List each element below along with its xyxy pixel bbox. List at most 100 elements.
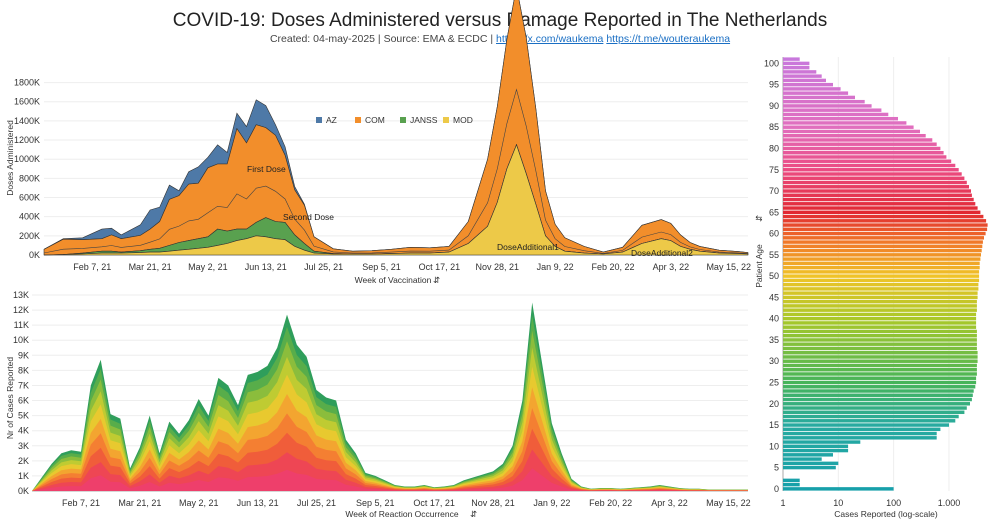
- annotation-dose-additional-1: DoseAdditional1: [497, 242, 559, 252]
- cases-x-tick-label: Jan 9, 22: [533, 498, 570, 508]
- cases-area-band: [32, 468, 748, 491]
- age-bar: [783, 95, 855, 100]
- doses-x-tick-label: Feb 7, 21: [73, 262, 111, 272]
- age-bar: [783, 299, 977, 304]
- age-x-tick-label: 100: [886, 498, 901, 508]
- cases-x-tick-label: Oct 17, 21: [413, 498, 455, 508]
- doses-x-tick-label: Mar 21, 21: [129, 262, 172, 272]
- age-bar: [783, 163, 956, 168]
- age-y-axis-label: Patient Age: [754, 244, 764, 288]
- age-bar: [783, 419, 956, 423]
- annotation-second-dose: Second Dose: [283, 212, 334, 222]
- age-bar: [783, 376, 977, 380]
- age-y-tick-label: 70: [769, 186, 779, 196]
- cases-y-tick-label: 12K: [13, 305, 29, 315]
- age-y-tick-label: 50: [769, 271, 779, 281]
- cases-area-band: [32, 449, 748, 491]
- age-y-tick-label: 25: [769, 378, 779, 388]
- age-bar: [783, 227, 988, 232]
- cases-x-tick-label: Nov 28, 21: [471, 498, 515, 508]
- age-bar: [783, 274, 980, 278]
- legend-swatch-mod: [443, 117, 449, 123]
- age-bar: [783, 206, 978, 210]
- doses-filter-icon[interactable]: ⇵: [433, 275, 440, 285]
- cases-y-tick-label: 9K: [18, 350, 29, 360]
- cases-y-tick-label: 0K: [18, 486, 29, 496]
- doses-x-tick-label: Sep 5, 21: [362, 262, 401, 272]
- cases-x-tick-label: Sep 5, 21: [356, 498, 395, 508]
- age-bar: [783, 436, 937, 440]
- age-bar: [783, 406, 967, 410]
- age-bar: [783, 91, 849, 95]
- doses-y-tick-label: 1400K: [14, 116, 40, 126]
- age-bar: [783, 282, 979, 287]
- age-filter-icon[interactable]: ⇵: [754, 215, 764, 222]
- age-x-tick-label: 1: [780, 498, 785, 508]
- age-y-tick-label: 95: [769, 80, 779, 90]
- age-bar: [783, 202, 976, 206]
- age-bar: [783, 363, 977, 368]
- age-bar: [783, 133, 926, 138]
- cases-x-tick-label: May 15, 22: [706, 498, 751, 508]
- doses-x-ticks: Feb 7, 21 Mar 21, 21 May 2, 21 Jun 13, 21 Ju…: [73, 262, 751, 272]
- page-title: COVID-19: Doses Administered versus Dama…: [172, 10, 828, 31]
- age-bar: [783, 325, 977, 329]
- age-bar: [783, 155, 947, 159]
- age-bar: [783, 61, 810, 66]
- age-bar: [783, 402, 970, 406]
- age-bar: [783, 125, 914, 129]
- cases-x-tick-label: Mar 21, 21: [118, 498, 161, 508]
- legend-swatch-janss: [400, 117, 406, 123]
- age-bar: [783, 129, 920, 134]
- age-y-tick-label: 65: [769, 207, 779, 217]
- age-bar: [783, 99, 865, 104]
- age-y-tick-label: 85: [769, 122, 779, 132]
- cases-filter-icon[interactable]: ⇵: [470, 509, 477, 519]
- age-bar: [783, 482, 800, 487]
- age-y-tick-label: 75: [769, 165, 779, 175]
- age-y-tick-label: 0: [774, 484, 779, 494]
- doses-y-tick-label: 1000K: [14, 154, 40, 164]
- age-bar: [783, 104, 872, 108]
- age-bar: [783, 329, 977, 334]
- age-bar: [783, 121, 907, 125]
- age-bar: [783, 448, 849, 453]
- age-y-tick-label: 40: [769, 314, 779, 324]
- age-bar: [783, 270, 980, 274]
- age-y-tick-label: 45: [769, 292, 779, 302]
- doses-areas: [43, 0, 749, 256]
- cases-y-tick-label: 1K: [18, 471, 29, 481]
- age-bar: [783, 189, 971, 193]
- doses-y-axis-label: Doses Administered: [5, 120, 15, 196]
- age-bar: [783, 116, 898, 121]
- cases-y-ticks: 0K 1K 2K 3K 4K 5K 6K 7K 8K 9K 10K 11K 12K 13K: [13, 290, 29, 496]
- age-bar: [783, 414, 959, 419]
- age-bar: [783, 321, 977, 325]
- age-y-tick-label: 55: [769, 250, 779, 260]
- age-bar: [783, 214, 984, 219]
- doses-y-tick-label: 1200K: [14, 135, 40, 145]
- age-bar: [783, 355, 978, 359]
- doses-y-tick-label: 200K: [19, 231, 40, 241]
- age-y-tick-label: 35: [769, 335, 779, 345]
- age-y-tick-label: 60: [769, 229, 779, 239]
- cases-x-ticks: Feb 7, 21 Mar 21, 21 May 2, 21 Jun 13, 21 Ju…: [62, 498, 751, 508]
- age-y-tick-label: 100: [764, 58, 779, 68]
- age-bar: [783, 265, 980, 270]
- doses-y-tick-label: 0K: [29, 250, 40, 260]
- doses-legend: AZ COM JANSS MOD: [316, 115, 473, 125]
- cases-x-tick-label: Apr 3, 22: [651, 498, 688, 508]
- legend-swatch-az: [316, 117, 322, 123]
- age-bar: [783, 231, 986, 236]
- age-bar: [783, 453, 833, 457]
- age-bar: [783, 380, 977, 385]
- age-bar: [783, 193, 972, 198]
- telegram-link[interactable]: https://t.me/wouteraukema: [606, 33, 731, 45]
- cases-y-tick-label: 2K: [18, 456, 29, 466]
- age-x-ticks: 1 10 100 1.000: [780, 498, 960, 508]
- age-bar: [783, 146, 941, 151]
- age-bar: [783, 333, 977, 338]
- age-bar: [783, 210, 981, 215]
- age-bars: [783, 57, 988, 491]
- legend-label-az: AZ: [326, 115, 337, 125]
